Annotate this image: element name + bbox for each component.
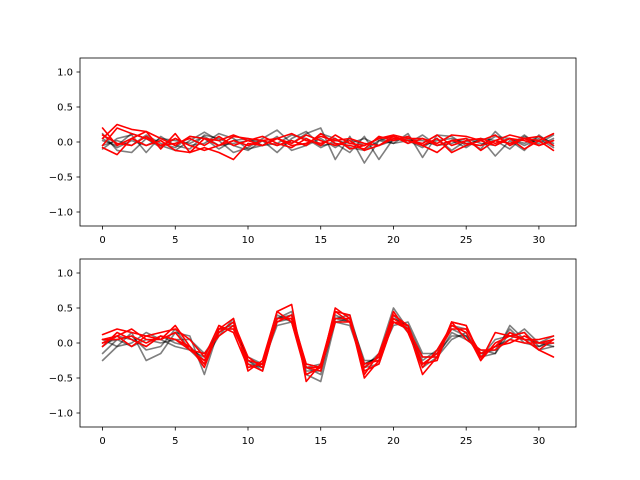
y-tick-label: 0.5 bbox=[57, 304, 73, 315]
y-tick-label: 0.0 bbox=[57, 339, 73, 350]
x-tick-label: 30 bbox=[533, 235, 546, 246]
series-line-9 bbox=[101, 314, 555, 372]
x-tick-label: 20 bbox=[387, 235, 400, 246]
y-tick-label: 1.0 bbox=[57, 269, 73, 280]
bottom-subplot: 0 5 10 15 20 25 30 −1.0 −0.5 0.0 0.5 1.0 bbox=[49, 258, 577, 447]
x-tick-label: 10 bbox=[242, 235, 255, 246]
x-tick-label: 10 bbox=[242, 436, 255, 447]
x-tick-label: 15 bbox=[314, 436, 327, 447]
x-tick-label: 5 bbox=[172, 436, 178, 447]
series-line-8 bbox=[101, 134, 555, 161]
y-tick-label: 0.0 bbox=[57, 138, 73, 149]
x-tick-label: 20 bbox=[387, 436, 400, 447]
x-tick-label: 15 bbox=[314, 235, 327, 246]
y-tick-label: −1.0 bbox=[49, 208, 73, 219]
x-tick-label: 0 bbox=[99, 235, 105, 246]
x-tick-label: 5 bbox=[172, 235, 178, 246]
x-tick-label: 0 bbox=[99, 436, 105, 447]
y-tick-label: −0.5 bbox=[49, 173, 73, 184]
y-tick-label: 0.5 bbox=[57, 103, 73, 114]
x-tick-label: 25 bbox=[460, 235, 473, 246]
y-tick-label: 1.0 bbox=[57, 68, 73, 79]
series-line-7 bbox=[101, 127, 555, 149]
y-tick-label: −1.0 bbox=[49, 409, 73, 420]
x-tick-label: 25 bbox=[460, 436, 473, 447]
y-tick-label: −0.5 bbox=[49, 374, 73, 385]
x-tick-label: 30 bbox=[533, 436, 546, 447]
top-subplot: 0 5 10 15 20 25 30 −1.0 −0.5 0.0 0.5 1.0 bbox=[49, 57, 577, 246]
series-line-9 bbox=[101, 134, 555, 152]
